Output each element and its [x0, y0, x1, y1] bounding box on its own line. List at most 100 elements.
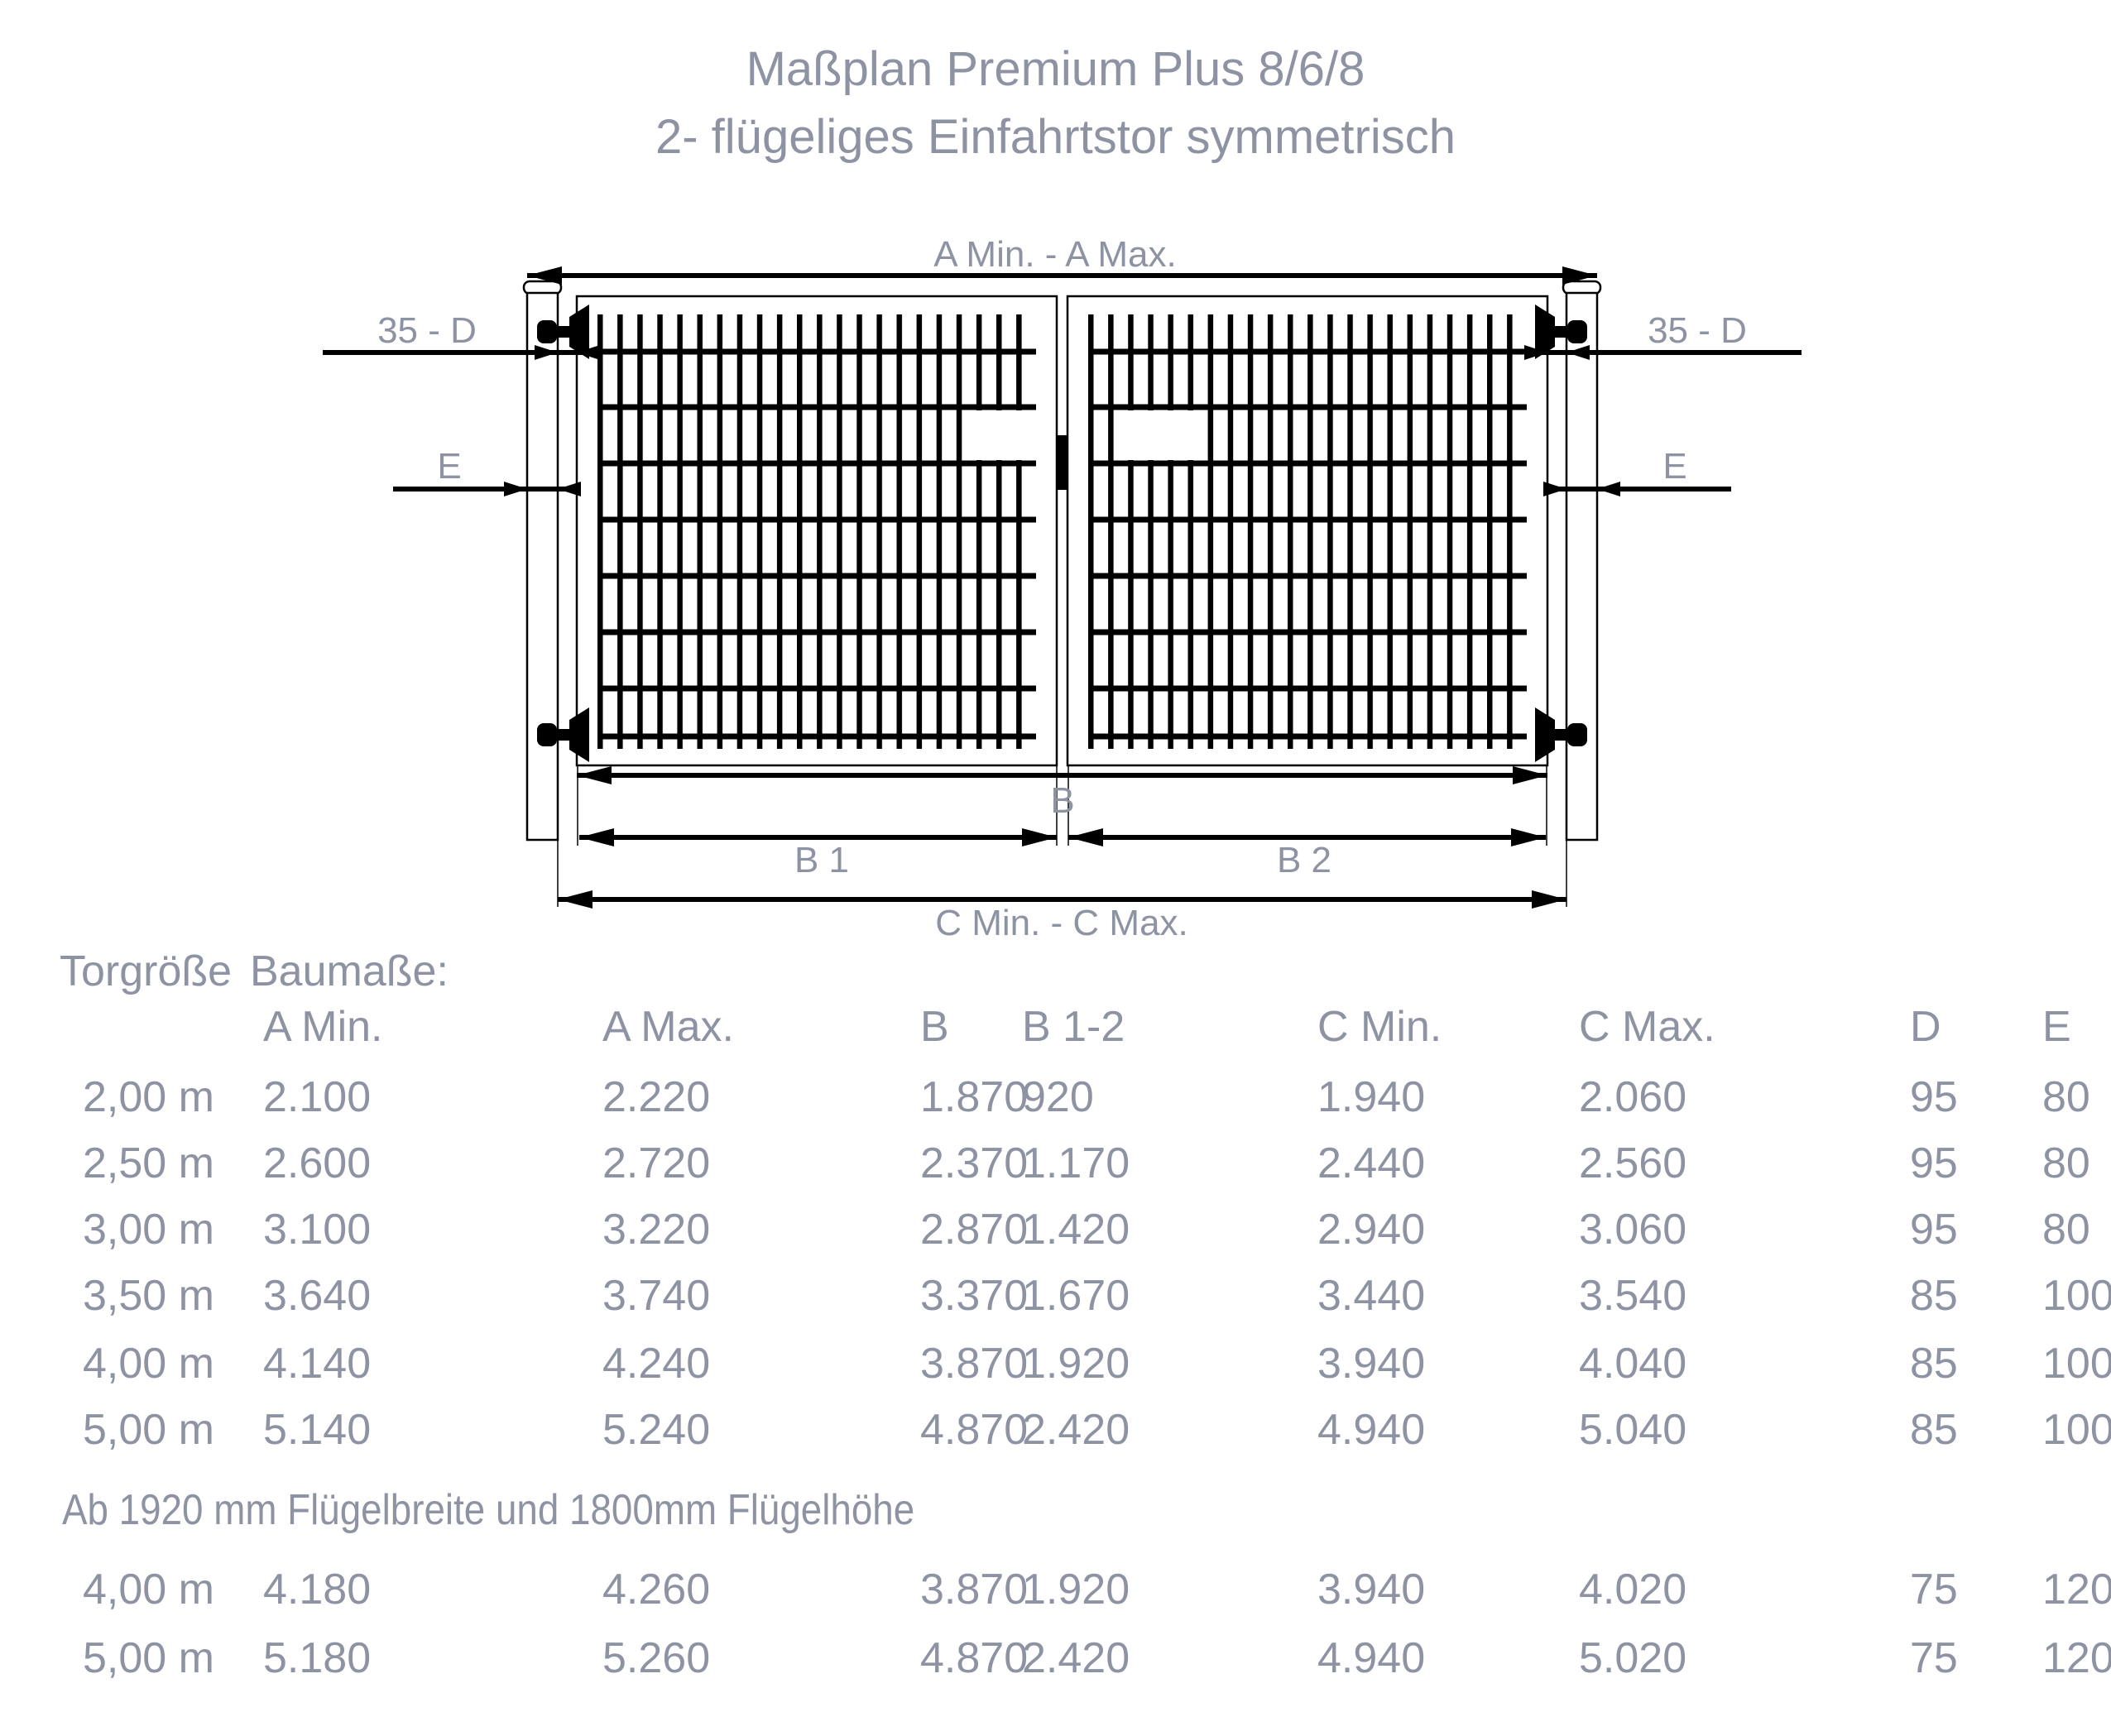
- cell-a-max: 2.220: [602, 1073, 711, 1121]
- cell-d: 95: [1910, 1073, 1958, 1121]
- cell-size: 5,00 m: [83, 1634, 214, 1682]
- header-baumasse: Baumaße:: [250, 947, 449, 995]
- cell-d: 85: [1910, 1340, 1958, 1388]
- cell-b: 3.370: [920, 1272, 1029, 1320]
- cell-b12: 2.420: [1022, 1406, 1130, 1454]
- cell-a-min: 5.180: [263, 1634, 372, 1682]
- column-header-a-min: A Min.: [263, 1003, 383, 1051]
- right-leaf-panel: [1088, 314, 1527, 749]
- cell-e: 80: [2042, 1073, 2090, 1121]
- cell-size: 2,50 m: [83, 1139, 214, 1187]
- cell-a-min: 2.100: [263, 1073, 372, 1121]
- cell-d: 75: [1910, 1566, 1958, 1614]
- cell-a-max: 2.720: [602, 1139, 711, 1187]
- dim-label-d-right: 35 - D: [1648, 310, 1747, 351]
- cell-b: 3.870: [920, 1566, 1029, 1614]
- gate-drawing: A Min. - A Max. 35 - D 35 - D E E B B 1 …: [323, 234, 1802, 943]
- cell-c-max: 5.040: [1579, 1406, 1687, 1454]
- left-post: [522, 280, 563, 842]
- cell-c-min: 3.940: [1317, 1566, 1426, 1614]
- table-row: 2,00 m 2.100 2.220 1.870 920 1.940 2.060…: [0, 1076, 2111, 1125]
- cell-c-max: 2.060: [1579, 1073, 1687, 1121]
- header-torgroesse: Torgröße: [60, 947, 233, 995]
- dim-label-c: C Min. - C Max.: [935, 903, 1188, 943]
- dimension-arrowheads: [504, 266, 1620, 909]
- page-title: Maßplan Premium Plus 8/6/8: [746, 42, 1365, 96]
- cell-e: 100: [2042, 1406, 2111, 1454]
- cell-a-min: 2.600: [263, 1139, 372, 1187]
- dim-label-b: B: [1050, 780, 1074, 821]
- right-lock-cutout: [1127, 410, 1198, 460]
- cell-c-min: 3.940: [1317, 1340, 1426, 1388]
- cell-a-min: 5.140: [263, 1406, 372, 1454]
- cell-a-min: 4.140: [263, 1340, 372, 1388]
- dim-label-b1: B 1: [794, 840, 849, 880]
- cell-size: 5,00 m: [83, 1406, 214, 1454]
- cell-b: 3.870: [920, 1340, 1029, 1388]
- cell-size: 3,00 m: [83, 1206, 214, 1254]
- cell-a-min: 3.640: [263, 1272, 372, 1320]
- cell-b12: 1.920: [1022, 1566, 1130, 1614]
- cell-size: 4,00 m: [83, 1340, 214, 1388]
- cell-b12: 920: [1022, 1073, 1094, 1121]
- cell-b: 1.870: [920, 1073, 1029, 1121]
- table-row: 3,00 m 3.100 3.220 2.870 1.420 2.940 3.0…: [0, 1208, 2111, 1258]
- cell-c-min: 4.940: [1317, 1634, 1426, 1682]
- left-lock-cutout: [963, 410, 1036, 460]
- right-post: [1562, 280, 1602, 842]
- cell-a-max: 4.240: [602, 1340, 711, 1388]
- column-header-b12: B 1-2: [1022, 1003, 1125, 1051]
- cell-b12: 1.170: [1022, 1139, 1130, 1187]
- dim-label-e-left: E: [437, 446, 461, 487]
- cell-c-max: 4.020: [1579, 1566, 1687, 1614]
- cell-c-min: 1.940: [1317, 1073, 1426, 1121]
- cell-a-min: 3.100: [263, 1206, 372, 1254]
- table-row: 3,50 m 3.640 3.740 3.370 1.670 3.440 3.5…: [0, 1274, 2111, 1324]
- dim-label-a: A Min. - A Max.: [933, 234, 1176, 275]
- cell-a-max: 5.240: [602, 1406, 711, 1454]
- cell-b12: 1.920: [1022, 1340, 1130, 1388]
- table-row: 4,00 m 4.140 4.240 3.870 1.920 3.940 4.0…: [0, 1342, 2111, 1392]
- cell-b12: 2.420: [1022, 1634, 1130, 1682]
- cell-c-min: 3.440: [1317, 1272, 1426, 1320]
- cell-size: 3,50 m: [83, 1272, 214, 1320]
- latch-icon: [1057, 435, 1068, 490]
- column-header-c-min: C Min.: [1317, 1003, 1442, 1051]
- cell-b: 2.370: [920, 1139, 1029, 1187]
- cell-d: 85: [1910, 1272, 1958, 1320]
- cell-e: 80: [2042, 1206, 2090, 1254]
- cell-c-max: 3.540: [1579, 1272, 1687, 1320]
- cell-a-max: 3.740: [602, 1272, 711, 1320]
- cell-b: 4.870: [920, 1406, 1029, 1454]
- cell-d: 95: [1910, 1139, 1958, 1187]
- cell-c-min: 4.940: [1317, 1406, 1426, 1454]
- table-row: 5,00 m 5.180 5.260 4.870 2.420 4.940 5.0…: [0, 1637, 2111, 1686]
- cell-d: 95: [1910, 1206, 1958, 1254]
- cell-b12: 1.420: [1022, 1206, 1130, 1254]
- cell-a-max: 5.260: [602, 1634, 711, 1682]
- column-header-c-max: C Max.: [1579, 1003, 1715, 1051]
- page-subtitle: 2- flügeliges Einfahrtstor symmetrisch: [655, 110, 1456, 164]
- cell-c-min: 2.440: [1317, 1139, 1426, 1187]
- cell-size: 4,00 m: [83, 1566, 214, 1614]
- cell-b: 4.870: [920, 1634, 1029, 1682]
- table-row: 2,50 m 2.600 2.720 2.370 1.170 2.440 2.5…: [0, 1142, 2111, 1192]
- cell-a-max: 3.220: [602, 1206, 711, 1254]
- cell-size: 2,00 m: [83, 1073, 214, 1121]
- cell-c-min: 2.940: [1317, 1206, 1426, 1254]
- table-header-row: A Min. A Max. B B 1-2 C Min. C Max. D E: [0, 1005, 2111, 1055]
- cell-d: 85: [1910, 1406, 1958, 1454]
- table-row: 4,00 m 4.180 4.260 3.870 1.920 3.940 4.0…: [0, 1568, 2111, 1618]
- cell-e: 100: [2042, 1272, 2111, 1320]
- dim-label-d-left: 35 - D: [377, 310, 477, 351]
- cell-b: 2.870: [920, 1206, 1029, 1254]
- cell-e: 80: [2042, 1139, 2090, 1187]
- cell-b12: 1.670: [1022, 1272, 1130, 1320]
- wing-size-note: Ab 1920 mm Flügelbreite und 1800mm Flüge…: [62, 1486, 915, 1534]
- cell-c-max: 3.060: [1579, 1206, 1687, 1254]
- dim-label-e-right: E: [1662, 446, 1686, 487]
- column-header-d: D: [1910, 1003, 1941, 1051]
- cell-c-max: 4.040: [1579, 1340, 1687, 1388]
- left-leaf-panel: [597, 314, 1036, 749]
- cell-e: 100: [2042, 1340, 2111, 1388]
